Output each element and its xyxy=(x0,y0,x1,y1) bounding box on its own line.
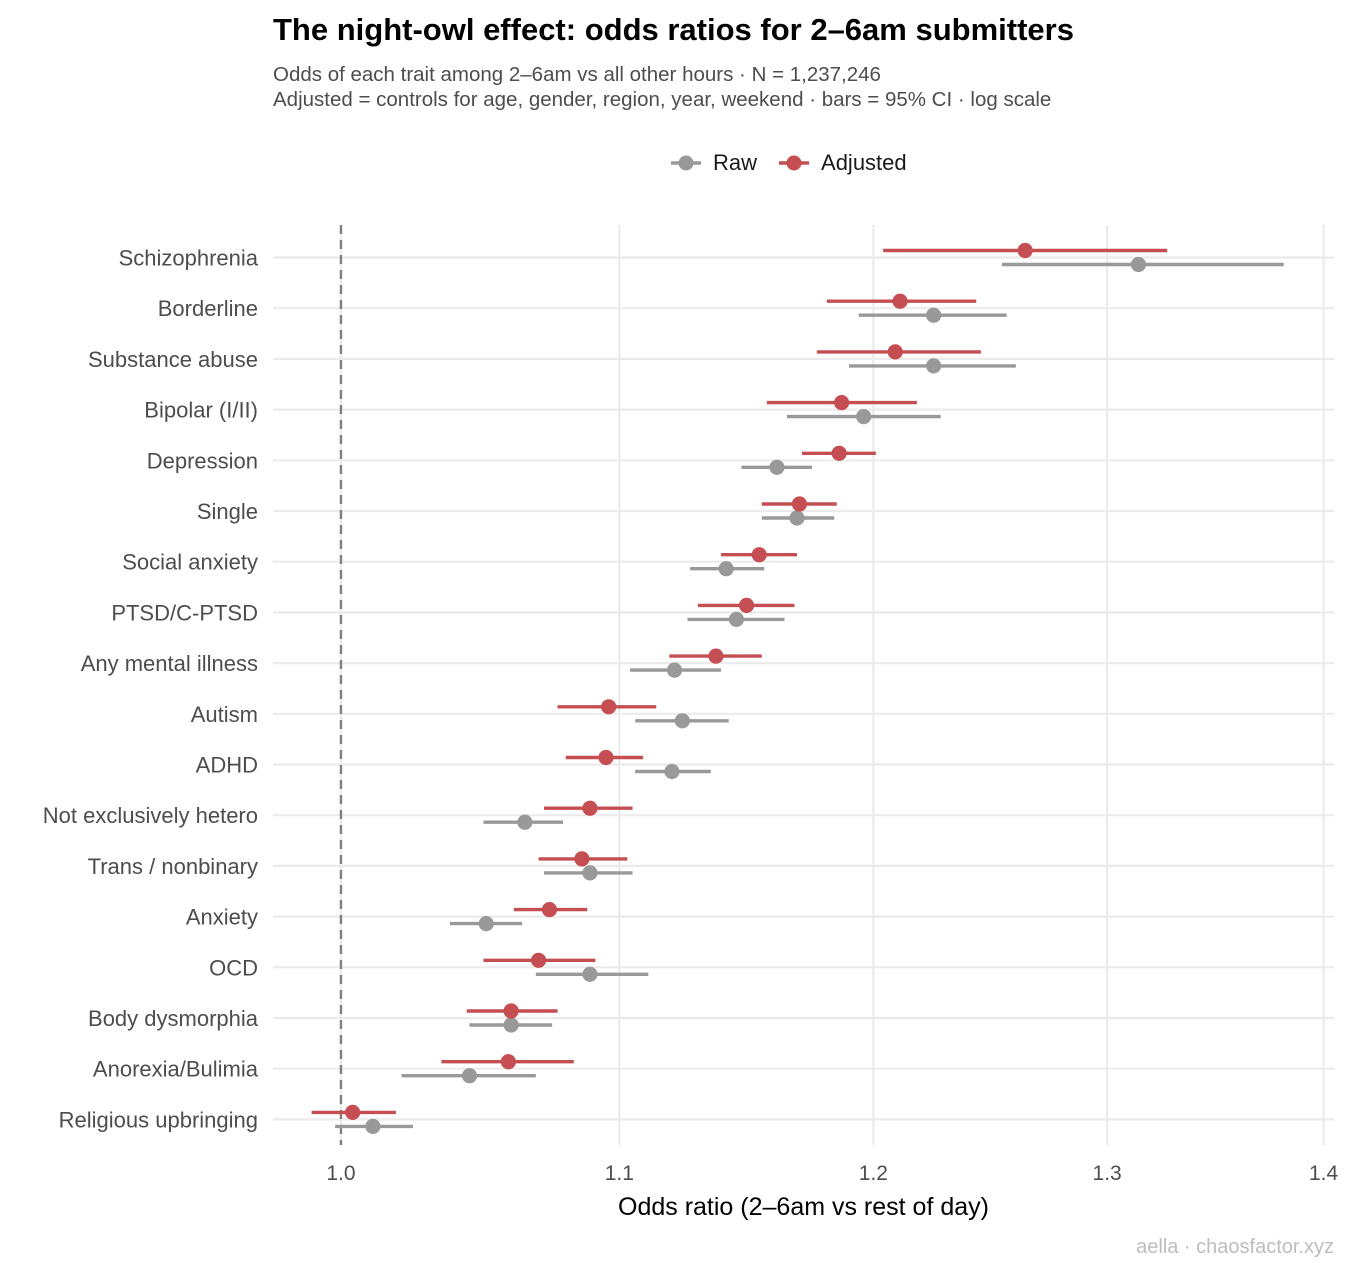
raw-point xyxy=(666,662,683,678)
x-tick-label: 1.0 xyxy=(326,1162,355,1185)
x-axis-label: Odds ratio (2–6am vs rest of day) xyxy=(618,1193,989,1221)
raw-point xyxy=(769,459,785,475)
legend: Raw Adjusted xyxy=(669,147,927,179)
raw-point xyxy=(461,1068,478,1084)
raw-point xyxy=(664,763,680,780)
adjusted-point xyxy=(601,699,617,715)
row-label: Bipolar (I/II) xyxy=(144,398,258,423)
adjusted-point xyxy=(500,1054,516,1070)
row-label: Depression xyxy=(147,448,258,473)
row-label: Social anxiety xyxy=(122,550,258,575)
row-label: Substance abuse xyxy=(88,347,258,372)
row-label: Religious upbringing xyxy=(59,1107,258,1132)
x-tick-label: 1.3 xyxy=(1093,1162,1122,1185)
adjusted-point xyxy=(708,648,724,664)
raw-point xyxy=(718,561,734,577)
legend-key-raw xyxy=(671,155,701,171)
raw-point xyxy=(503,1017,519,1033)
row-label: Not exclusively hetero xyxy=(43,803,258,828)
raw-point xyxy=(1130,256,1147,273)
row-label: Trans / nonbinary xyxy=(88,854,258,879)
row-label: Autism xyxy=(191,702,258,727)
x-tick-label: 1.2 xyxy=(859,1162,888,1185)
raw-point xyxy=(926,358,942,374)
adjusted-point xyxy=(1017,242,1033,259)
raw-point xyxy=(789,510,805,526)
raw-point xyxy=(856,409,872,425)
legend-label-raw: Raw xyxy=(713,150,758,175)
legend-label-adjusted: Adjusted xyxy=(821,150,907,175)
x-tick-label: 1.4 xyxy=(1309,1162,1339,1185)
legend-key-adjusted xyxy=(779,155,810,171)
row-label: Any mental illness xyxy=(81,651,258,676)
adjusted-point xyxy=(833,395,850,411)
row-label: Single xyxy=(197,499,258,524)
row-label: ADHD xyxy=(196,753,258,778)
chart-title: The night-owl effect: odds ratios for 2–… xyxy=(273,12,1074,47)
raw-point xyxy=(926,307,942,323)
caption: aella · chaosfactor.xyz xyxy=(1136,1236,1334,1258)
adjusted-point xyxy=(582,800,598,816)
raw-point xyxy=(582,966,598,982)
adjusted-point xyxy=(345,1104,361,1120)
adjusted-point xyxy=(791,496,808,512)
row-label: PTSD/C-PTSD xyxy=(111,600,258,625)
raw-point xyxy=(674,713,690,729)
raw-point xyxy=(582,865,598,881)
raw-point xyxy=(517,814,533,830)
adjusted-point xyxy=(574,851,590,867)
adjusted-point xyxy=(598,749,614,766)
adjusted-point xyxy=(541,902,558,918)
x-tick-label: 1.1 xyxy=(605,1162,634,1185)
chart-subtitle-line1: Odds of each trait among 2–6am vs all ot… xyxy=(273,63,881,86)
raw-point xyxy=(365,1118,381,1134)
row-label: OCD xyxy=(209,955,258,980)
adjusted-point xyxy=(831,445,847,461)
legend-item-adjusted: Adjusted xyxy=(777,150,907,176)
adjusted-point xyxy=(530,952,547,968)
row-label: Anorexia/Bulimia xyxy=(93,1057,259,1082)
adjusted-point xyxy=(503,1003,519,1019)
chart-subtitle-line2: Adjusted = controls for age, gender, reg… xyxy=(273,88,1052,111)
raw-point xyxy=(478,916,494,932)
adjusted-point xyxy=(751,547,767,563)
row-label: Body dysmorphia xyxy=(88,1006,259,1031)
raw-point xyxy=(728,611,744,628)
legend-item-raw: Raw xyxy=(669,150,757,176)
row-label: Borderline xyxy=(158,296,258,321)
adjusted-point xyxy=(892,293,908,309)
row-label: Anxiety xyxy=(186,905,258,930)
adjusted-point xyxy=(738,597,755,614)
row-label: Schizophrenia xyxy=(119,246,259,271)
adjusted-point xyxy=(887,344,903,360)
